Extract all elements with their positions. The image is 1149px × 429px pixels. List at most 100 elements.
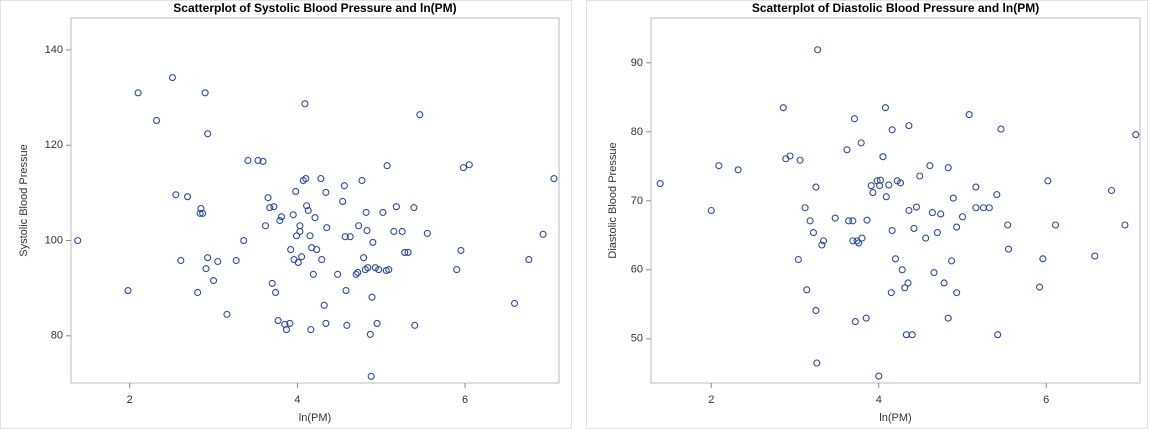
point	[304, 206, 312, 215]
point	[812, 307, 820, 315]
point	[183, 193, 192, 201]
point	[819, 237, 828, 245]
point	[244, 156, 252, 165]
point	[204, 254, 212, 262]
point	[1035, 283, 1044, 291]
plot-area	[650, 17, 1141, 384]
point	[1107, 186, 1116, 195]
point	[857, 139, 865, 147]
point	[818, 241, 826, 249]
x-axis-label: ln(PM)	[879, 412, 911, 424]
point	[404, 248, 412, 256]
point	[869, 189, 877, 197]
point	[539, 230, 547, 238]
point	[933, 229, 941, 237]
point	[416, 111, 424, 119]
point	[928, 209, 936, 217]
point	[801, 204, 809, 212]
point	[707, 206, 715, 215]
point	[368, 293, 376, 301]
point	[863, 216, 871, 224]
point	[364, 264, 372, 272]
point	[1121, 221, 1129, 229]
point	[879, 153, 887, 161]
point	[881, 104, 890, 112]
point	[910, 224, 918, 232]
point	[459, 164, 467, 172]
point	[232, 256, 240, 265]
y-tick-label: 80	[51, 330, 63, 342]
point	[993, 191, 1001, 199]
y-tick-label: 50	[631, 333, 643, 345]
panel-frame	[0, 0, 572, 429]
point	[254, 156, 262, 165]
point	[340, 182, 348, 190]
point	[926, 162, 934, 170]
point	[972, 183, 980, 191]
point	[779, 104, 787, 112]
point	[177, 256, 185, 265]
point	[354, 268, 362, 277]
point	[882, 193, 890, 201]
point	[843, 146, 851, 154]
point	[317, 175, 325, 183]
point	[375, 266, 383, 274]
point	[266, 204, 274, 212]
point	[862, 314, 870, 322]
point	[358, 176, 366, 185]
point	[223, 310, 231, 318]
point	[1044, 177, 1052, 185]
point	[851, 318, 859, 326]
point	[296, 227, 304, 236]
point	[806, 217, 814, 225]
point	[302, 175, 310, 183]
x-tick-label: 6	[462, 394, 468, 406]
point	[134, 89, 142, 97]
point	[550, 175, 558, 183]
point	[74, 236, 82, 245]
point	[794, 255, 802, 264]
point	[410, 204, 418, 212]
point	[298, 253, 306, 261]
chart-panel: Scatterplot of Systolic Blood Pressure a…	[0, 0, 572, 429]
point	[997, 125, 1005, 133]
point	[949, 194, 957, 202]
y-axis-label: Systolic Blood Pressue	[18, 144, 30, 257]
point	[898, 266, 906, 274]
point	[930, 269, 938, 277]
y-axis-label: Diastolic Blood Pressue	[607, 142, 619, 258]
point	[1132, 131, 1140, 139]
point	[168, 74, 177, 82]
point	[390, 227, 398, 236]
point	[204, 130, 212, 138]
point	[301, 100, 309, 108]
point	[1091, 252, 1099, 260]
chart-panel: Scatterplot of Diastolic Blood Pressure …	[586, 0, 1148, 429]
x-tick-label: 6	[1043, 394, 1049, 406]
point	[398, 227, 406, 236]
point	[306, 232, 314, 240]
point	[875, 372, 883, 380]
point	[367, 372, 375, 380]
point	[809, 229, 817, 237]
point	[309, 270, 317, 278]
point	[276, 216, 284, 225]
point	[985, 204, 993, 212]
point	[845, 217, 853, 225]
point	[891, 255, 900, 263]
point	[199, 209, 207, 217]
point	[1039, 255, 1047, 263]
point	[994, 331, 1002, 339]
point	[411, 321, 419, 329]
point	[270, 203, 278, 211]
point	[465, 161, 473, 169]
point	[296, 222, 304, 230]
point	[274, 317, 282, 325]
point	[202, 265, 210, 273]
point	[286, 319, 294, 327]
point	[334, 270, 342, 278]
point	[318, 256, 326, 264]
point	[369, 238, 377, 246]
point	[272, 288, 280, 297]
point	[940, 279, 948, 287]
